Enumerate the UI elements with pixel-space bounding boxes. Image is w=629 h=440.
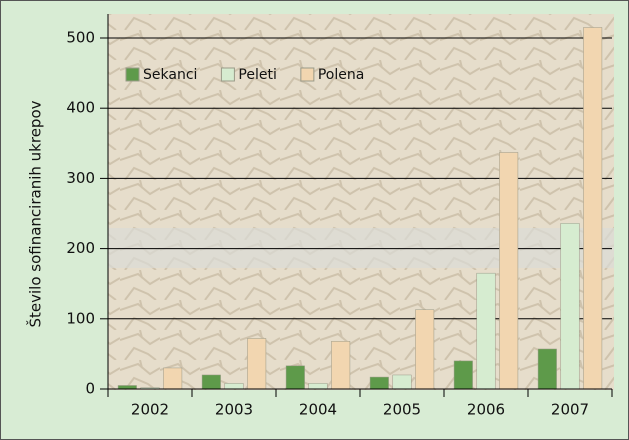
- legend-label: Peleti: [238, 67, 276, 83]
- bar: [331, 341, 349, 389]
- bar: [370, 377, 388, 389]
- x-tick-label: 2002: [131, 401, 169, 419]
- y-tick-label: 300: [66, 169, 95, 187]
- plot-band: [108, 228, 614, 268]
- y-tick-label: 0: [85, 380, 95, 398]
- bar: [163, 368, 181, 389]
- bar: [415, 310, 433, 389]
- bar: [309, 383, 327, 389]
- x-tick-label: 2004: [299, 401, 337, 419]
- bar: [202, 375, 220, 389]
- bar: [225, 383, 243, 389]
- x-tick-label: 2006: [467, 401, 505, 419]
- y-tick-label: 100: [66, 309, 95, 327]
- bar: [477, 273, 495, 389]
- x-tick-label: 2005: [383, 401, 421, 419]
- bar: [393, 375, 411, 389]
- y-tick-label: 500: [66, 29, 95, 47]
- y-tick-label: 400: [66, 99, 95, 117]
- x-tick-label: 2003: [215, 401, 253, 419]
- legend-swatch: [221, 68, 234, 81]
- legend: Sekanci Peleti Polena: [126, 67, 364, 83]
- bar: [499, 152, 517, 389]
- y-axis-label: Število sofinanciranih ukrepov: [26, 100, 45, 327]
- bar: [247, 338, 265, 389]
- y-tick-label: 200: [66, 239, 95, 257]
- x-tick-label: 2007: [551, 401, 589, 419]
- bar: [118, 385, 136, 389]
- chart: Število sofinanciranih ukrepov 0 100 200 30…: [0, 0, 629, 440]
- bar: [454, 361, 472, 389]
- legend-label: Polena: [318, 67, 364, 83]
- bar: [583, 27, 601, 389]
- bar: [561, 223, 579, 389]
- bar: [538, 349, 556, 389]
- legend-label: Sekanci: [143, 67, 197, 83]
- bar: [286, 366, 304, 389]
- legend-swatch: [126, 68, 139, 81]
- legend-swatch: [301, 68, 314, 81]
